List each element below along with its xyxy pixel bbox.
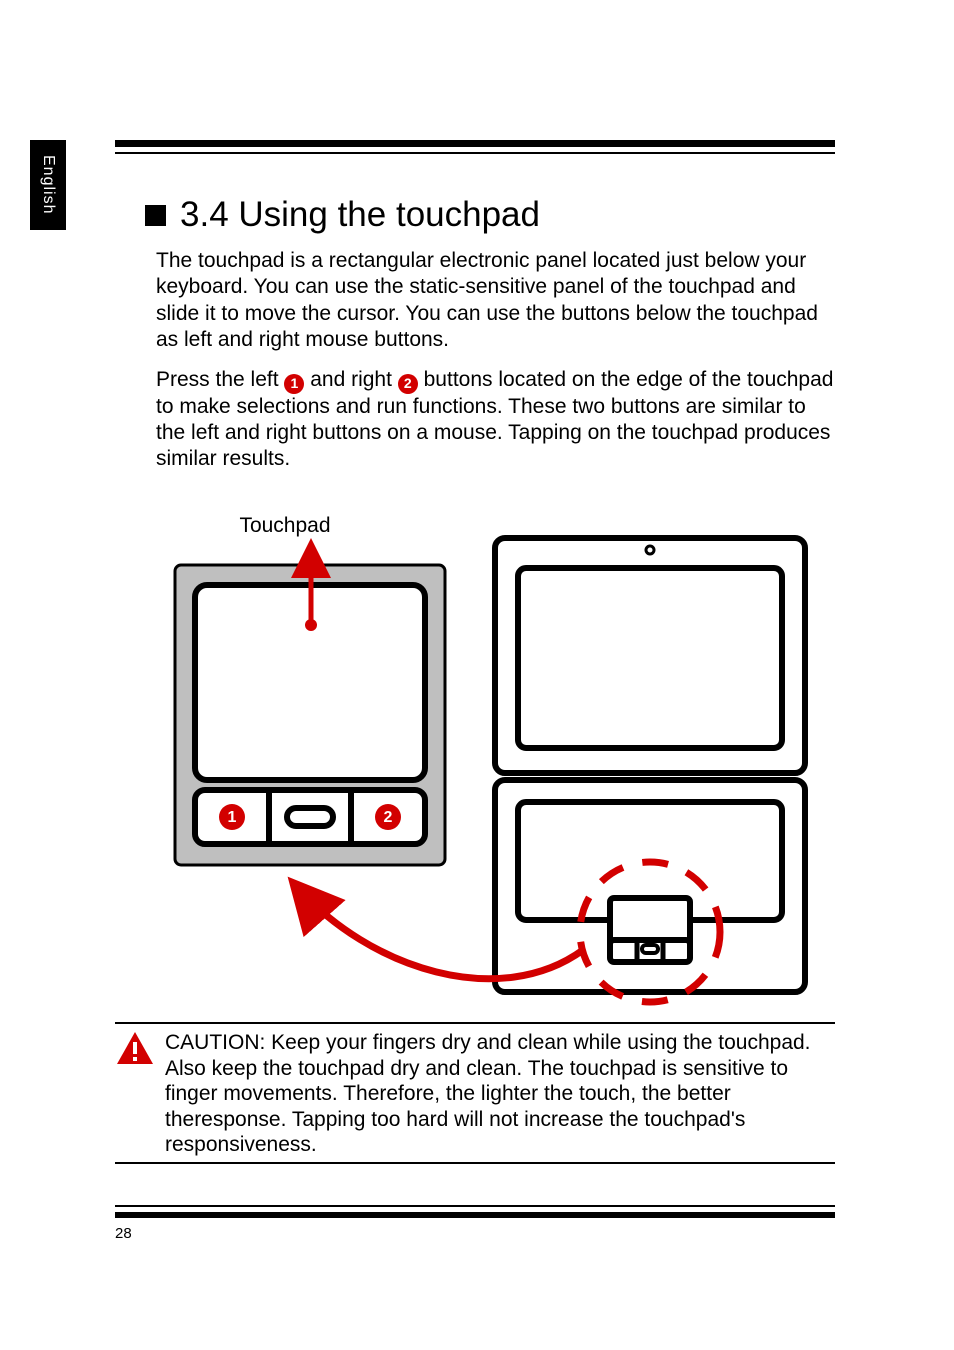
section-heading-text: 3.4 Using the touchpad (180, 195, 540, 235)
diagram-callout-1: 1 (228, 809, 237, 826)
paragraph-2-pre: Press the left (156, 368, 284, 391)
touchpad-label: Touchpad (239, 514, 330, 537)
caution-block: CAUTION: Keep your fingers dry and clean… (115, 1030, 835, 1158)
page-number: 28 (115, 1225, 132, 1242)
caution-rule-top (115, 1022, 835, 1024)
caution-rule-bottom (115, 1162, 835, 1164)
top-rule-heavy (115, 140, 835, 147)
page: English 3.4 Using the touchpad The touch… (0, 0, 954, 1350)
callout-1-icon: 1 (284, 374, 304, 394)
diagram-svg: Touchpad 1 2 (150, 490, 835, 1010)
touchpad-diagram: Touchpad 1 2 (150, 490, 835, 1010)
paragraph-1: The touchpad is a rectangular electronic… (156, 248, 840, 353)
section-bullet-icon (145, 205, 166, 226)
section-heading: 3.4 Using the touchpad (145, 195, 540, 235)
callout-2-icon: 2 (398, 374, 418, 394)
caution-text: CAUTION: Keep your fingers dry and clean… (165, 1030, 835, 1158)
diagram-callout-2: 2 (384, 809, 393, 826)
top-rule-thin (115, 152, 835, 154)
bottom-rule-heavy (115, 1212, 835, 1218)
bottom-rule-thin (115, 1205, 835, 1207)
language-tab: English (30, 140, 66, 230)
paragraph-2-mid: and right (304, 368, 397, 391)
paragraph-2: Press the left 1 and right 2 buttons loc… (156, 367, 840, 473)
warning-icon (115, 1030, 155, 1066)
